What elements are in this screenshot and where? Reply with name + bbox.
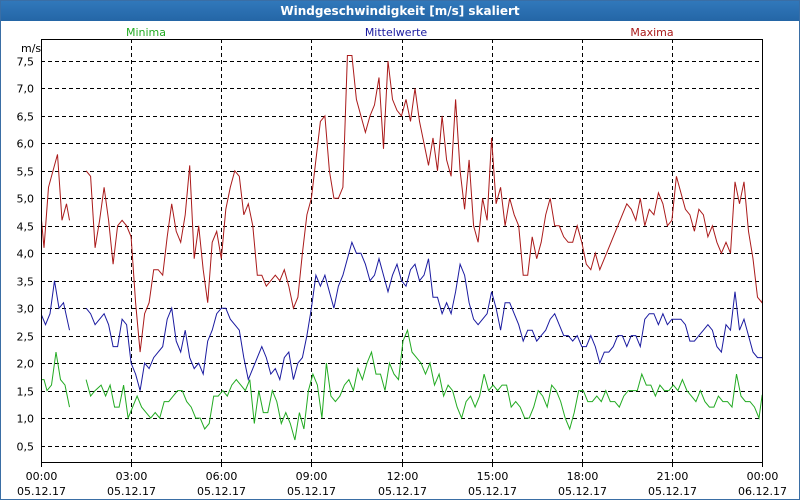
x-tick-time: 03:00 (116, 470, 148, 483)
axes: 0,5 1,0 1,5 2,0 2,5 3,0 3,5 4,0 4,5 5,0 5,5 6,0 6,5 7… (17, 39, 787, 498)
legend-minima: Minima (126, 26, 166, 39)
y-tick-label: 1,5 (17, 386, 35, 399)
x-tick-date: 05.12.17 (468, 485, 517, 498)
y-tick-label: 4,5 (17, 221, 35, 234)
x-tick-date: 05.12.17 (287, 485, 336, 498)
series-line-max (42, 55, 762, 353)
y-tick-label: 1,0 (17, 413, 35, 426)
y-tick-label: 2,0 (17, 358, 35, 371)
x-tick-date: 05.12.17 (378, 485, 427, 498)
y-tick-label: 6,0 (17, 138, 35, 151)
series-line-avg (42, 240, 762, 391)
x-tick-time: 09:00 (296, 470, 328, 483)
x-tick-date: 05.12.17 (17, 485, 66, 498)
x-tick-date: 06.12.17 (738, 485, 787, 498)
x-tick-date: 05.12.17 (648, 485, 697, 498)
series-line-min (42, 328, 762, 441)
window-title: Windgeschwindigkeit [m/s] skaliert (1, 1, 799, 21)
x-tick-time: 00:00 (26, 470, 58, 483)
x-tick-date: 05.12.17 (558, 485, 607, 498)
y-tick-label: 2,5 (17, 331, 35, 344)
x-tick-time: 00:00 (747, 470, 779, 483)
x-tick-time: 12:00 (387, 470, 419, 483)
y-tick-label: 5,5 (17, 166, 35, 179)
x-tick-date: 05.12.17 (107, 485, 156, 498)
y-axis-label: m/s (21, 42, 41, 55)
y-tick-label: 6,5 (17, 111, 35, 124)
y-tick-label: 5,0 (17, 193, 35, 206)
legend-mittelwerte: Mittelwerte (365, 26, 428, 39)
x-tick-time: 06:00 (206, 470, 238, 483)
y-tick-label: 4,0 (17, 248, 35, 261)
y-tick-label: 3,0 (17, 303, 35, 316)
grid (41, 39, 762, 462)
x-tick-time: 21:00 (657, 470, 689, 483)
y-tick-label: 7,0 (17, 83, 35, 96)
x-tick-date: 05.12.17 (197, 485, 246, 498)
x-tick-time: 18:00 (567, 470, 599, 483)
y-tick-label: 7,5 (17, 56, 35, 69)
x-tick-time: 15:00 (477, 470, 509, 483)
plot-frame (41, 39, 763, 463)
y-tick-label: 0,5 (17, 441, 35, 454)
legend-maxima: Maxima (630, 26, 673, 39)
y-tick-label: 3,5 (17, 276, 35, 289)
series-lines (42, 55, 762, 441)
